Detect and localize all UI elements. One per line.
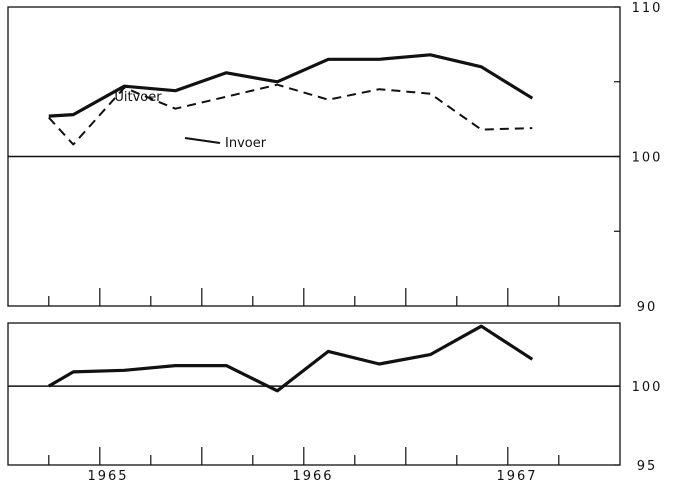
bottom-index-series-line (49, 326, 533, 391)
bottom-panel-frame (8, 323, 620, 465)
x-tick-label-1967: 1967 (496, 469, 537, 484)
x-axis-labels: 1965 1966 1967 (87, 469, 537, 484)
top-uitvoer-series-line (49, 55, 533, 116)
invoer-label: Invoer (225, 136, 267, 151)
x-tick-label-1965: 1965 (87, 469, 128, 484)
top-panel: 90 100 110 Uitvoer Invoer (8, 1, 662, 315)
invoer-leader-line (185, 138, 220, 143)
top-y-tick-label-90: 90 (637, 300, 658, 315)
bottom-y-tick-label-95: 95 (637, 459, 658, 474)
uitvoer-label: Uitvoer (114, 90, 162, 105)
top-y-tick-label-110: 110 (632, 1, 663, 16)
top-y-tick-label-100: 100 (632, 151, 663, 166)
bottom-y-tick-label-100: 100 (632, 380, 663, 395)
x-tick-label-1966: 1966 (292, 469, 333, 484)
bottom-panel: 95 100 (8, 323, 662, 474)
